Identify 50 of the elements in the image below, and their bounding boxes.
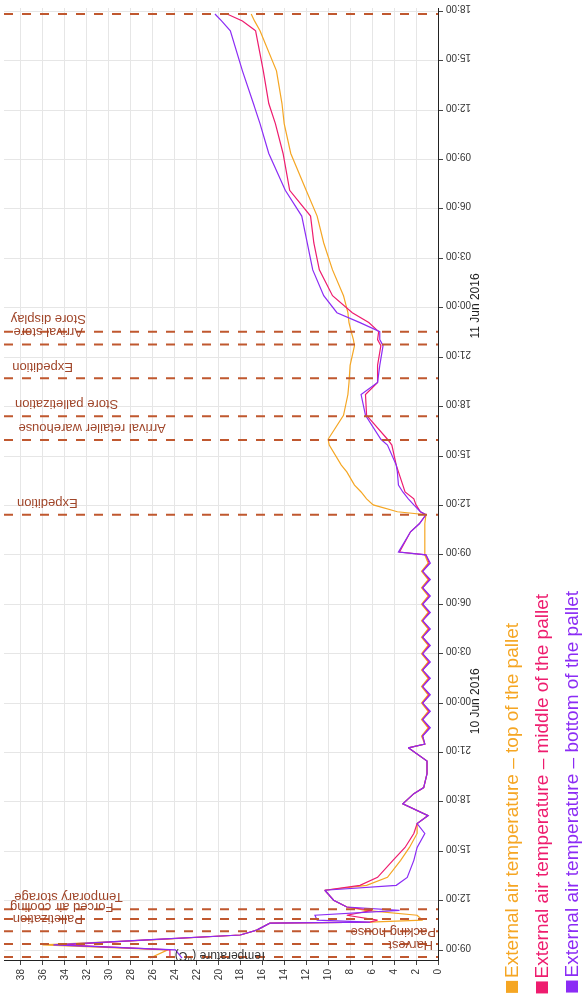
x-tick-label: 4: [388, 968, 400, 975]
x-tick-label: 18: [234, 968, 246, 981]
y-tick-label: 12:00: [445, 892, 471, 904]
y-tick-label: 03:00: [445, 645, 471, 657]
x-tick-label: 36: [36, 968, 48, 981]
x-tick-label: 14: [278, 968, 290, 981]
y-tick-label: 12:00: [445, 496, 471, 508]
y-tick-label: 06:00: [445, 200, 471, 212]
y-tick-label: 09:00: [445, 546, 471, 558]
y-tick-label: 21:00: [445, 348, 471, 360]
x-tick-label: 16: [256, 968, 268, 981]
y-tick-label: 09:00: [445, 941, 471, 953]
x-tick-label: 34: [58, 968, 70, 981]
x-tick-label: 22: [190, 968, 202, 981]
x-tick-label: 0: [432, 968, 444, 975]
y-tick-label: 18:00: [445, 793, 471, 805]
x-tick-label: 2: [410, 968, 422, 975]
y-tick-label: 06:00: [445, 595, 471, 607]
y-tick-label: 15:00: [445, 842, 471, 854]
x-axis-title: Temperature (°C): [174, 949, 267, 963]
y-tick-label: 00:00: [445, 299, 471, 311]
annotation: Expedition: [12, 359, 73, 375]
y-tick-label: 18:00: [445, 2, 471, 14]
x-tick-label: 24: [168, 968, 180, 981]
annotation: Store palletization: [14, 397, 119, 413]
y-tick-label: 18:00: [445, 398, 471, 410]
x-tick-label: 38: [14, 968, 26, 981]
y-tick-label: 21:00: [445, 743, 471, 755]
x-tick-label: 10: [322, 968, 334, 981]
annotation: Store display: [10, 312, 86, 328]
text: External air temperature – middle of the pallet: [531, 593, 553, 978]
x-tick-label: 20: [212, 968, 224, 981]
y-tick-label: 00:00: [445, 694, 471, 706]
y-tick-label: 15:00: [445, 52, 471, 64]
annotation: Arrival retailer warehouse: [18, 421, 166, 437]
x-tick-label: 26: [146, 968, 158, 981]
x-tick-label: 12: [300, 968, 312, 981]
annotation: Arrival store: [13, 325, 83, 341]
y-tick-label: 12:00: [445, 101, 471, 113]
x-tick-label: 32: [80, 968, 92, 981]
x-tick-label: 6: [366, 968, 378, 975]
y-tick-label: 09:00: [445, 151, 471, 163]
x-tick-label: 28: [124, 968, 136, 981]
x-tick-label: 30: [102, 968, 114, 981]
text: External air temperature – bottom of the pallet: [561, 591, 583, 978]
y-tick-label: 15:00: [445, 447, 471, 459]
y-tick-label: 03:00: [445, 249, 471, 261]
text: External air temperature – top of the pallet: [501, 623, 523, 978]
x-tick-label: 8: [344, 968, 356, 975]
annotation: Expedition: [16, 495, 78, 511]
